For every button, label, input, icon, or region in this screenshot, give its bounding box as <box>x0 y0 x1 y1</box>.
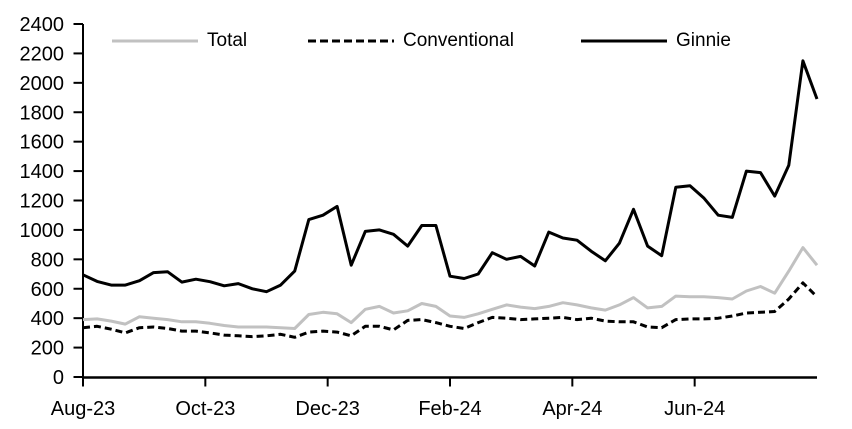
y-tick-label: 200 <box>31 338 64 360</box>
x-tick-label: Oct-23 <box>175 398 235 420</box>
y-tick-label: 2400 <box>20 14 65 36</box>
y-tick-label: 1400 <box>20 161 65 183</box>
x-tick-label: Aug-23 <box>51 398 116 420</box>
series-line-ginnie <box>82 59 819 294</box>
y-tick-label: 600 <box>31 279 64 301</box>
x-tick-label: Dec-23 <box>295 398 359 420</box>
series-line-conventional <box>82 281 819 339</box>
y-tick-label: 1000 <box>20 220 65 242</box>
y-tick-label: 1800 <box>20 102 65 124</box>
y-tick-label: 0 <box>53 367 64 389</box>
y-tick-label: 800 <box>31 249 64 271</box>
y-tick-label: 2200 <box>20 43 65 65</box>
x-tick-label: Feb-24 <box>418 398 481 420</box>
series-line-total <box>82 246 819 330</box>
y-tick-label: 1600 <box>20 132 65 154</box>
y-tick-label: 1200 <box>20 191 65 213</box>
y-tick-label: 400 <box>31 308 64 330</box>
x-tick-label: Jun-24 <box>664 398 725 420</box>
x-tick-label: Apr-24 <box>542 398 602 420</box>
y-tick-label: 2000 <box>20 73 65 95</box>
